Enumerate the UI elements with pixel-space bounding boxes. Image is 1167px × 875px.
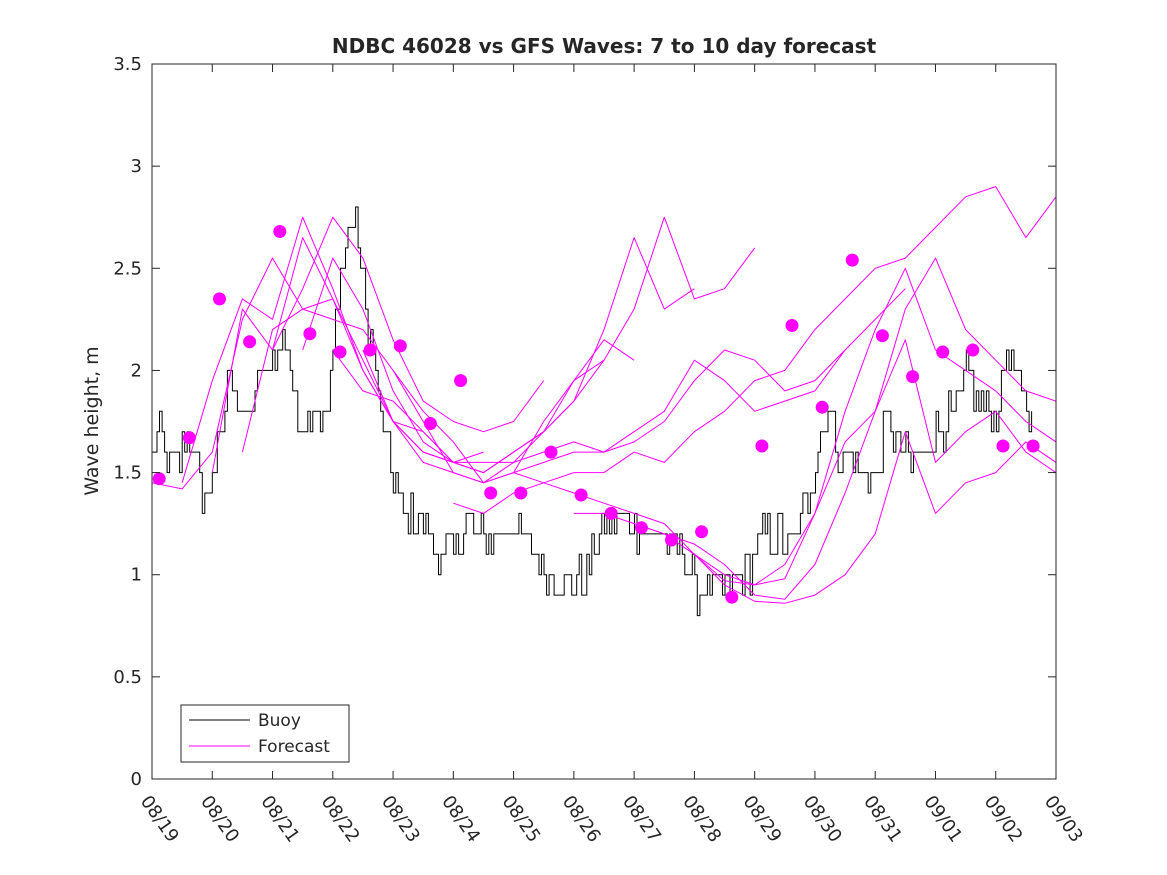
forecast-marker	[785, 319, 799, 332]
forecast-marker	[363, 343, 377, 357]
forecast-marker	[966, 343, 980, 357]
forecast-marker	[544, 445, 558, 459]
chart-title: NDBC 46028 vs GFS Waves: 7 to 10 day for…	[332, 34, 877, 58]
forecast-marker	[996, 439, 1010, 453]
forecast-marker	[243, 335, 257, 349]
legend: Buoy Forecast	[180, 704, 350, 763]
legend-box	[180, 704, 350, 763]
y-tick-label: 3.5	[113, 54, 142, 75]
forecast-marker	[936, 345, 950, 359]
forecast-marker	[484, 486, 498, 500]
forecast-marker	[213, 292, 226, 306]
forecast-marker	[182, 431, 196, 445]
y-tick-label: 1.5	[113, 463, 142, 484]
forecast-marker	[514, 486, 528, 500]
y-tick-label: 0.5	[113, 667, 142, 688]
forecast-marker	[273, 225, 287, 238]
forecast-marker	[303, 327, 317, 341]
forecast-marker	[695, 525, 709, 539]
forecast-line	[332, 216, 756, 474]
forecast-line	[453, 186, 1056, 514]
buoy-line	[152, 206, 1033, 617]
forecast-marker	[393, 339, 407, 353]
forecast-marker	[725, 590, 739, 604]
forecast-marker	[665, 533, 678, 547]
axes-layer	[151, 63, 1057, 780]
forecast-marker	[1026, 439, 1040, 453]
forecast-marker	[755, 439, 769, 453]
forecast-line	[211, 216, 545, 473]
y-tick-label: 3	[131, 156, 142, 177]
y-tick-label: 0	[131, 769, 142, 790]
axes-box	[151, 63, 1057, 780]
forecast-marker	[454, 374, 468, 388]
forecast-marker	[423, 417, 437, 430]
plot-area	[152, 64, 1056, 779]
legend-forecast-label: Forecast	[258, 737, 330, 757]
forecast-line	[694, 431, 1056, 604]
y-tick-label: 1	[131, 565, 142, 586]
forecast-marker	[815, 400, 829, 414]
forecast-marker	[604, 506, 618, 520]
forecast-marker	[906, 370, 920, 384]
forecast-line	[362, 288, 906, 463]
forecast-marker	[333, 345, 347, 359]
forecast-marker	[634, 521, 648, 535]
forecast-marker	[845, 253, 859, 267]
forecast-marker	[875, 329, 889, 343]
series-layer	[152, 186, 1056, 617]
forecast-line	[513, 257, 1056, 586]
legend-buoy-label: Buoy	[258, 711, 301, 731]
y-axis-label: Wave height, m	[81, 346, 103, 495]
forecast-marker	[152, 472, 166, 486]
forecast-line	[241, 308, 605, 484]
forecast-line	[633, 339, 1056, 600]
y-tick-label: 2.5	[113, 258, 142, 279]
y-tick-label: 2	[131, 360, 142, 381]
forecast-marker	[574, 488, 588, 502]
